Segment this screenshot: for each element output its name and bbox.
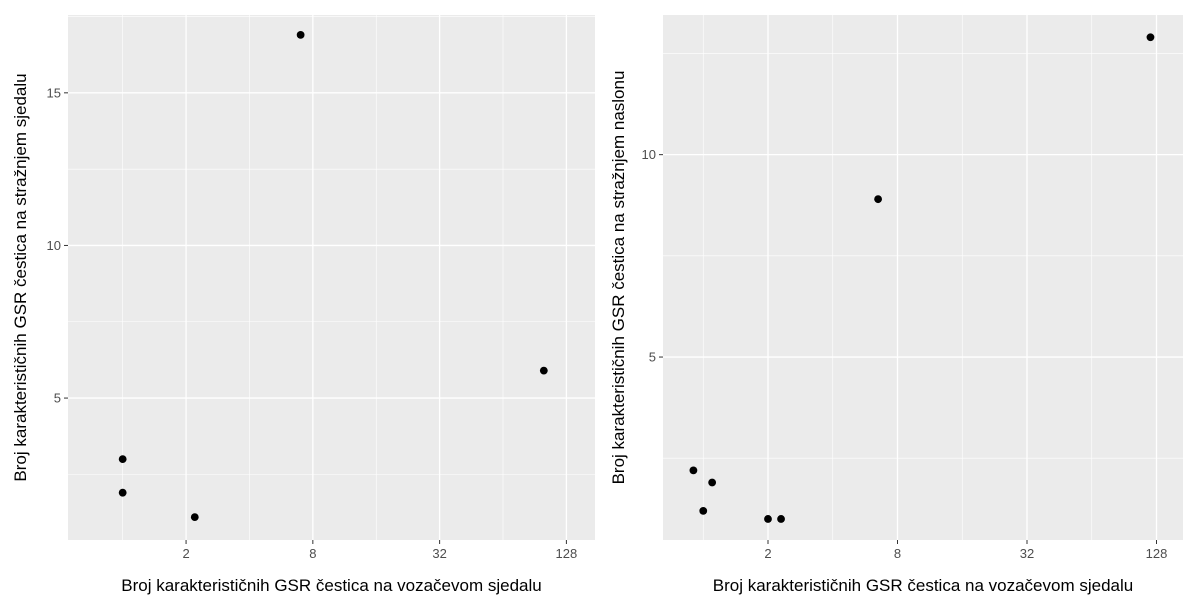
scatter-panel-2: 2 8 32 128 5 10 Broj karakterističnih GSR čest… — [609, 15, 1183, 595]
data-point — [764, 515, 772, 523]
y-axis-title: Broj karakterističnih GSR čestica na str… — [11, 73, 30, 481]
data-point — [190, 513, 199, 522]
data-point — [874, 195, 882, 204]
plot-background — [663, 15, 1183, 540]
y-tick-label: 5 — [54, 391, 61, 406]
data-point — [689, 466, 698, 475]
y-tick-label: 10 — [47, 238, 61, 253]
y-tick-label: 10 — [642, 147, 656, 162]
x-axis-title: Broj karakterističnih GSR čestica na voz… — [713, 576, 1133, 595]
x-tick-label: 128 — [1146, 546, 1168, 561]
x-tick-label: 32 — [432, 546, 446, 561]
x-tick-label: 8 — [309, 546, 316, 561]
y-tick-label: 15 — [47, 85, 61, 100]
x-axis-title: Broj karakterističnih GSR čestica na voz… — [121, 576, 541, 595]
data-point — [539, 366, 548, 375]
x-tick-label: 2 — [182, 546, 189, 561]
scatter-panel-1: 2 8 32 128 5 10 15 Broj karakterističnih GSR če… — [11, 15, 595, 595]
data-point — [296, 30, 305, 39]
plot-background — [68, 15, 595, 540]
y-axis-title: Broj karakterističnih GSR čestica na str… — [609, 71, 628, 485]
data-point — [118, 455, 127, 464]
x-tick-label: 128 — [556, 546, 578, 561]
x-tick-label: 32 — [1020, 546, 1034, 561]
y-tick-label: 5 — [649, 350, 656, 365]
data-point — [699, 506, 708, 515]
data-point — [1146, 33, 1155, 42]
data-point — [777, 515, 785, 523]
data-point — [118, 488, 127, 497]
x-tick-label: 8 — [894, 546, 901, 561]
x-tick-label: 2 — [764, 546, 771, 561]
data-point — [708, 478, 717, 487]
